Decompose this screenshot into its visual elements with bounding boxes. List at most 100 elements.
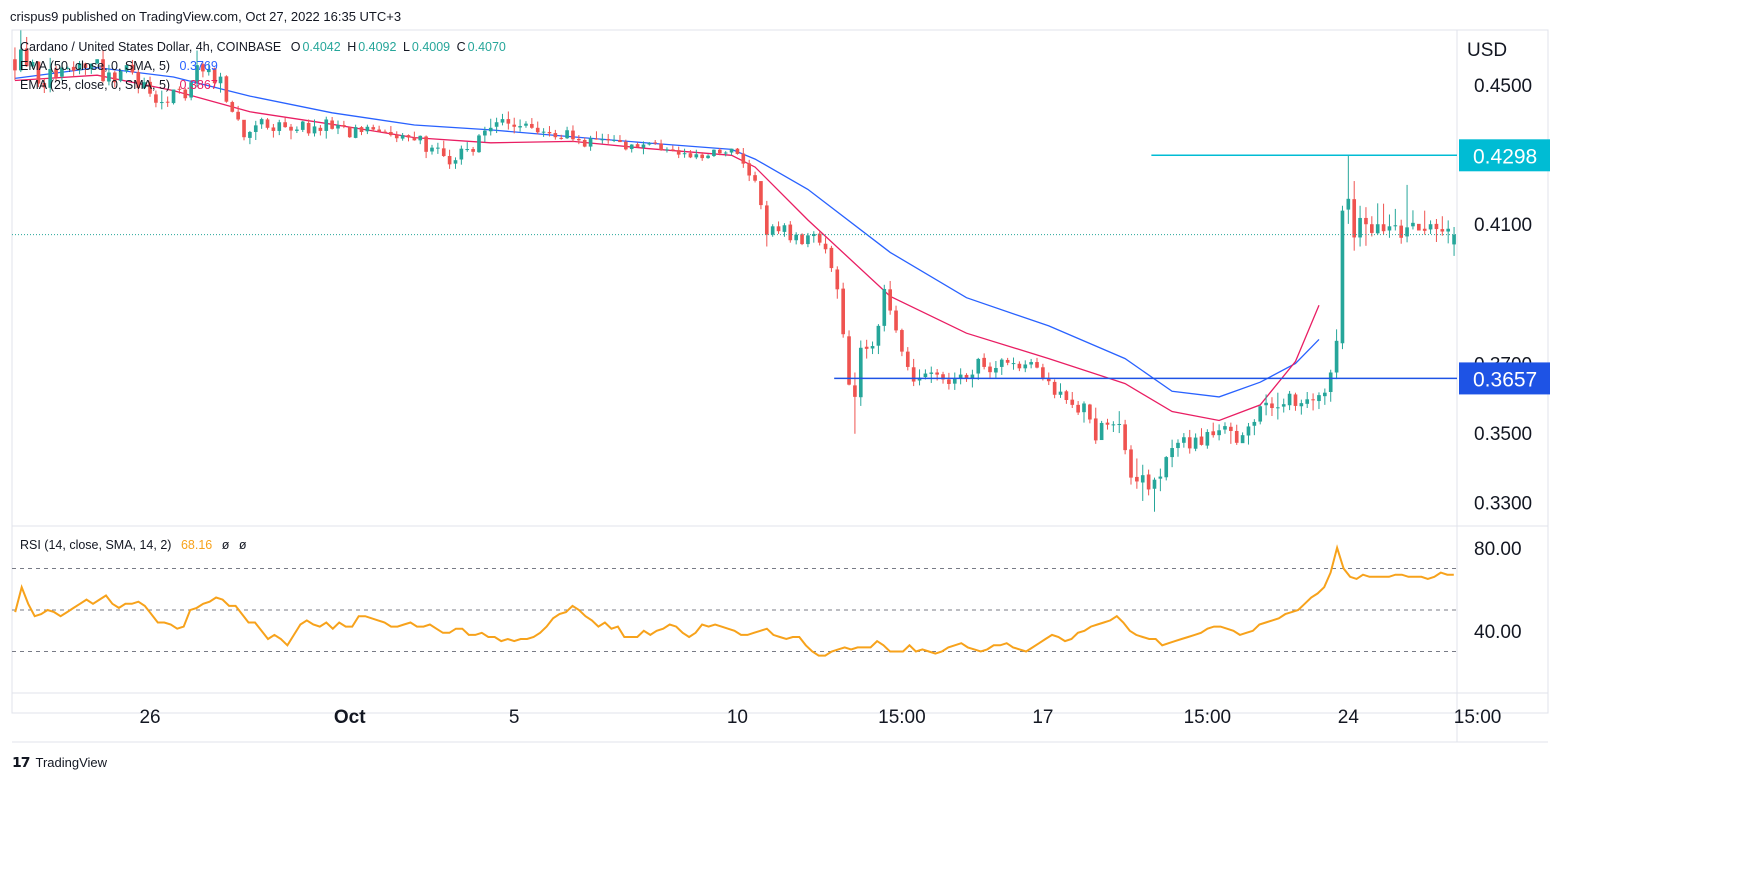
candle-body xyxy=(864,346,869,349)
candle-body xyxy=(1011,363,1016,365)
candle-body xyxy=(1264,402,1268,406)
candle-body xyxy=(306,122,311,134)
candle-body xyxy=(406,135,411,138)
tradingview-logo[interactable]: 𝟭𝟳 TradingView xyxy=(12,754,107,771)
candle-body xyxy=(1434,223,1439,230)
candle-body xyxy=(1099,422,1104,441)
candle-body xyxy=(559,137,564,139)
candle-body xyxy=(1387,226,1392,231)
candle-body xyxy=(253,125,258,132)
rsi-label: RSI (14, close, SMA, 14, 2) xyxy=(20,538,172,552)
candle-body xyxy=(530,123,534,128)
candle-body xyxy=(124,65,129,72)
candle-body xyxy=(95,59,99,64)
candle-body xyxy=(541,131,546,133)
candle-body xyxy=(1193,437,1198,449)
price-badge-label: 0.4298 xyxy=(1473,145,1537,168)
candle-body xyxy=(365,126,370,132)
candle-body xyxy=(1017,363,1022,369)
candle-body xyxy=(853,385,857,397)
candle-body xyxy=(841,288,845,335)
candle-body xyxy=(1323,392,1327,397)
candle-body xyxy=(1205,432,1210,446)
ohlc-low-value: 0.4009 xyxy=(411,40,451,54)
candle-body xyxy=(1317,395,1321,402)
candle-body xyxy=(1405,227,1409,237)
candle-body xyxy=(447,156,452,165)
candle-body xyxy=(265,119,270,128)
candle-body xyxy=(165,101,170,103)
candle-body xyxy=(494,122,499,127)
candle-body xyxy=(77,63,82,71)
candle-body xyxy=(318,127,323,131)
candle-body xyxy=(1258,406,1263,422)
candle-body xyxy=(436,147,440,149)
candle-body xyxy=(923,373,928,378)
candle-body xyxy=(1375,224,1380,234)
tradingview-brand: TradingView xyxy=(35,755,108,770)
ohlc-low-key: L xyxy=(402,40,410,54)
candle-body xyxy=(394,134,399,139)
candle-body xyxy=(682,153,687,155)
candle-body xyxy=(1035,362,1039,368)
candle-body xyxy=(624,141,628,150)
attribution-text: crispus9 published on TradingView.com, O… xyxy=(10,9,402,24)
candle-body xyxy=(794,234,798,241)
ohlc-readout: O 0.4042 H 0.4092 L 0.4009 C 0.4070 xyxy=(291,40,506,54)
candle-body xyxy=(547,131,552,134)
candle-body xyxy=(894,310,898,331)
price-tick-label: 0.4100 xyxy=(1474,215,1532,236)
price-tick-label: 0.3300 xyxy=(1474,494,1532,515)
candle-body xyxy=(430,147,434,152)
candle-body xyxy=(653,142,658,144)
candle-body xyxy=(1358,217,1362,238)
candle-body xyxy=(453,160,458,164)
candle-body xyxy=(224,76,229,102)
candle-body xyxy=(999,359,1004,367)
candle-body xyxy=(1123,424,1127,451)
candle-body xyxy=(647,143,652,145)
candle-body xyxy=(71,66,76,71)
candle-body xyxy=(18,49,23,71)
candle-body xyxy=(706,155,710,159)
candle-body xyxy=(1117,424,1122,426)
candle-body xyxy=(1393,225,1398,227)
candle-body xyxy=(142,82,146,89)
candle-body xyxy=(858,347,863,398)
candle-body xyxy=(823,243,828,250)
candle-body xyxy=(952,378,957,384)
candle-body xyxy=(54,68,58,78)
candle-body xyxy=(1223,426,1227,430)
chart-canvas: USD0.45000.41000.37000.35000.33000.42980… xyxy=(11,29,1550,743)
symbol-title: Cardano / United States Dollar, 4h, COIN… xyxy=(20,40,282,54)
candle-body xyxy=(553,133,558,138)
candle-body xyxy=(1182,437,1186,443)
candle-body xyxy=(900,330,904,352)
candle-body xyxy=(342,125,346,127)
candle-body xyxy=(676,150,681,155)
candle-body xyxy=(506,119,511,124)
candle-body xyxy=(1346,198,1351,210)
time-tick-label: 24 xyxy=(1338,707,1360,728)
time-tick-label: 15:00 xyxy=(878,707,926,728)
candle-body xyxy=(347,127,352,138)
candle-body xyxy=(1105,422,1110,425)
candle-body xyxy=(1452,234,1456,245)
candle-body xyxy=(171,89,176,104)
candle-body xyxy=(1088,404,1092,420)
candle-body xyxy=(759,181,763,206)
rsi-value: 68.16 xyxy=(180,538,213,552)
candle-body xyxy=(788,224,793,241)
candle-body xyxy=(1428,224,1433,230)
candle-body xyxy=(400,135,405,139)
candle-body xyxy=(377,129,381,132)
candle-body xyxy=(312,126,317,134)
time-tick-label: 10 xyxy=(727,707,748,728)
candle-body xyxy=(1311,399,1315,401)
candle-body xyxy=(1234,430,1239,443)
candle-body xyxy=(383,131,387,133)
candle-body xyxy=(389,131,393,136)
candle-body xyxy=(535,127,540,133)
candle-body xyxy=(65,67,70,69)
candle-body xyxy=(112,72,117,83)
